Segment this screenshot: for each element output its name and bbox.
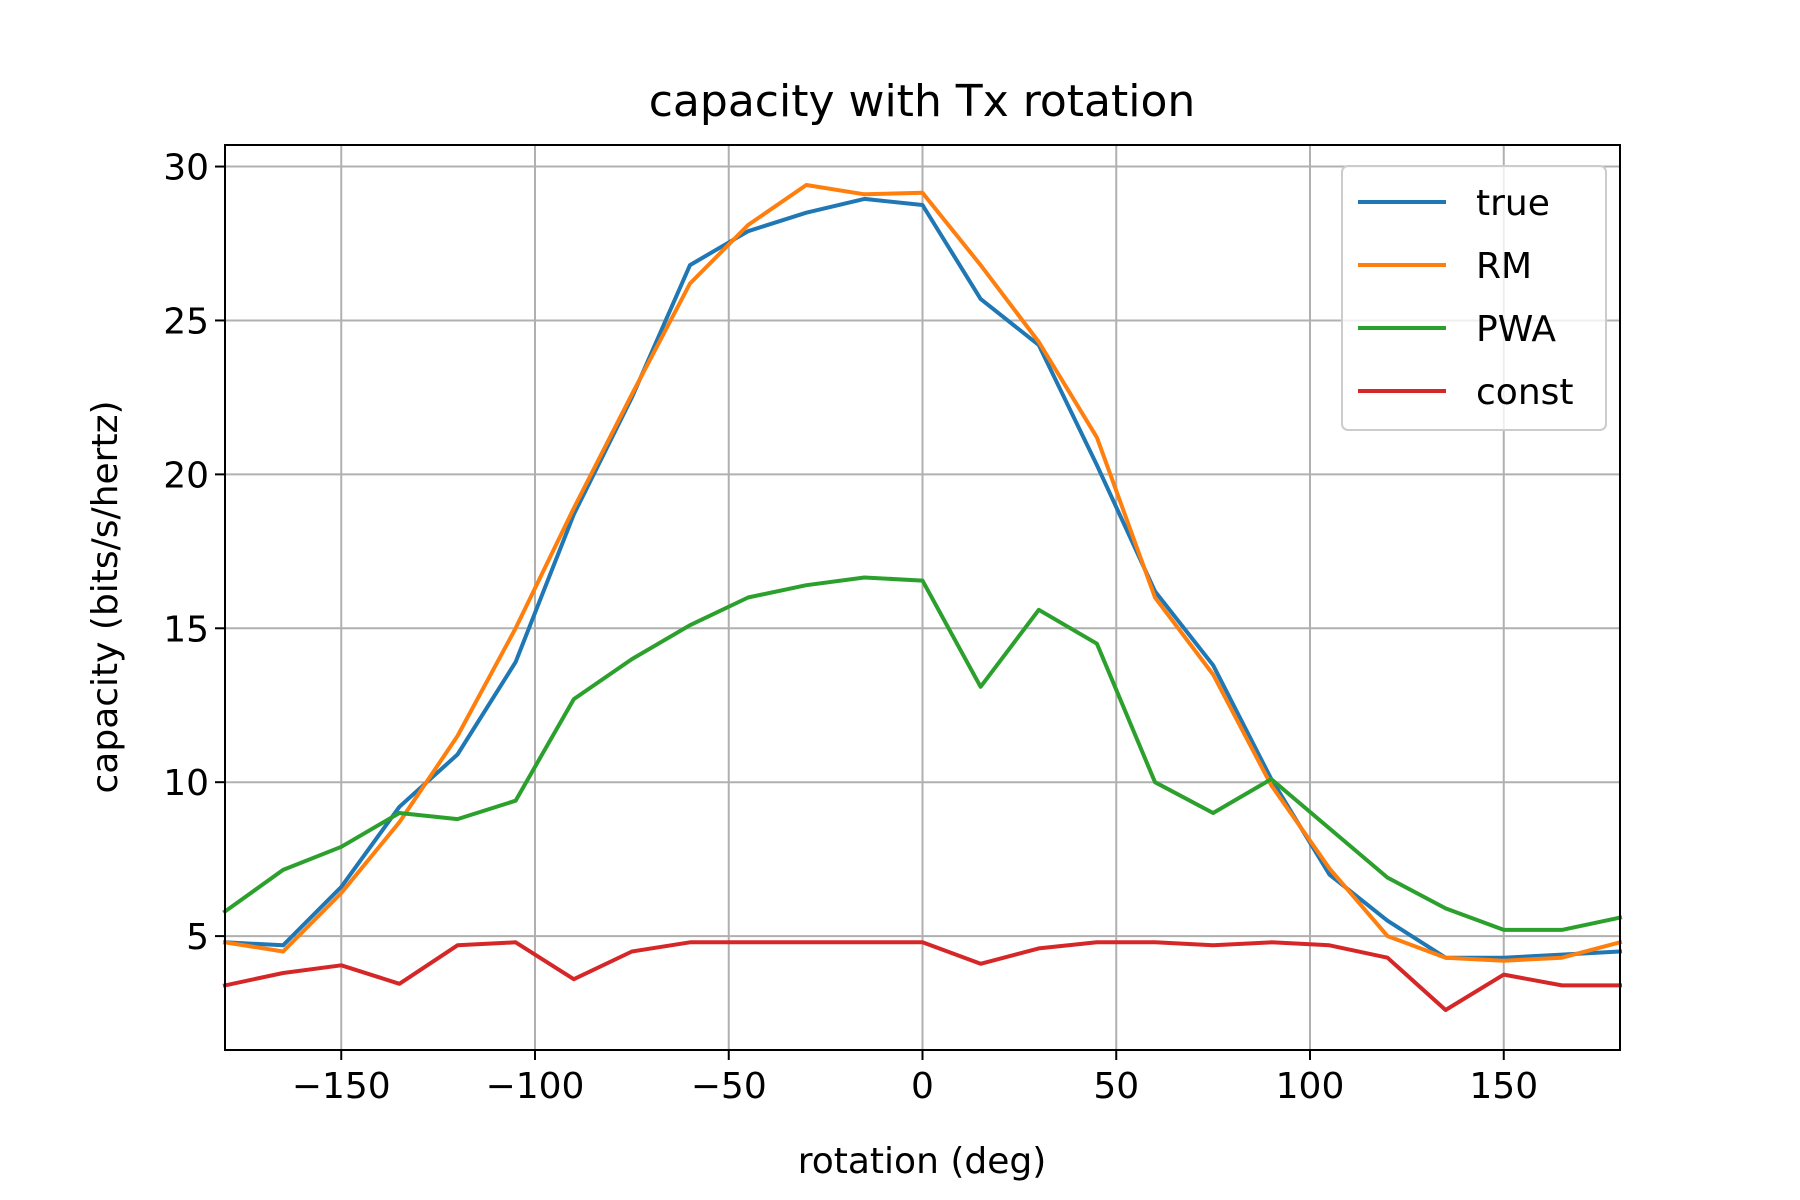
x-tick-label: −150 [292,1066,391,1107]
series-line-pwa [222,575,1623,932]
chart-title: capacity with Tx rotation [649,76,1196,127]
y-tick-label: 20 [163,455,209,496]
series-line-rm [222,183,1623,963]
y-tick-label: 15 [163,609,209,650]
x-tick-label: −50 [691,1066,767,1107]
y-tick-label: 30 [163,148,209,189]
x-tick-label: 50 [1093,1066,1139,1107]
series-line-true [222,196,1623,960]
y-tick-label: 25 [163,301,209,342]
legend-label: const [1476,372,1574,413]
legend-label: RM [1476,246,1532,287]
legend-label: PWA [1476,309,1556,350]
legend-label: true [1476,183,1550,224]
x-tick-label: 100 [1276,1066,1345,1107]
x-tick-label: −100 [486,1066,585,1107]
x-axis-ticks: −150 −100 −50 0 50 100 150 [292,1050,1538,1107]
y-tick-label: 10 [163,763,209,804]
legend: true RM PWA const [1341,165,1607,431]
x-axis-label: rotation (deg) [798,1141,1047,1182]
y-tick-label: 5 [186,917,209,958]
series-line-const [222,940,1622,1012]
y-axis-label: capacity (bits/s/hertz) [85,400,126,793]
legend-box [1341,165,1607,431]
x-tick-label: 150 [1469,1066,1538,1107]
x-tick-label: 0 [911,1066,934,1107]
y-axis-ticks: 5 10 15 20 25 30 [163,148,225,958]
series-lines [222,183,1623,1012]
